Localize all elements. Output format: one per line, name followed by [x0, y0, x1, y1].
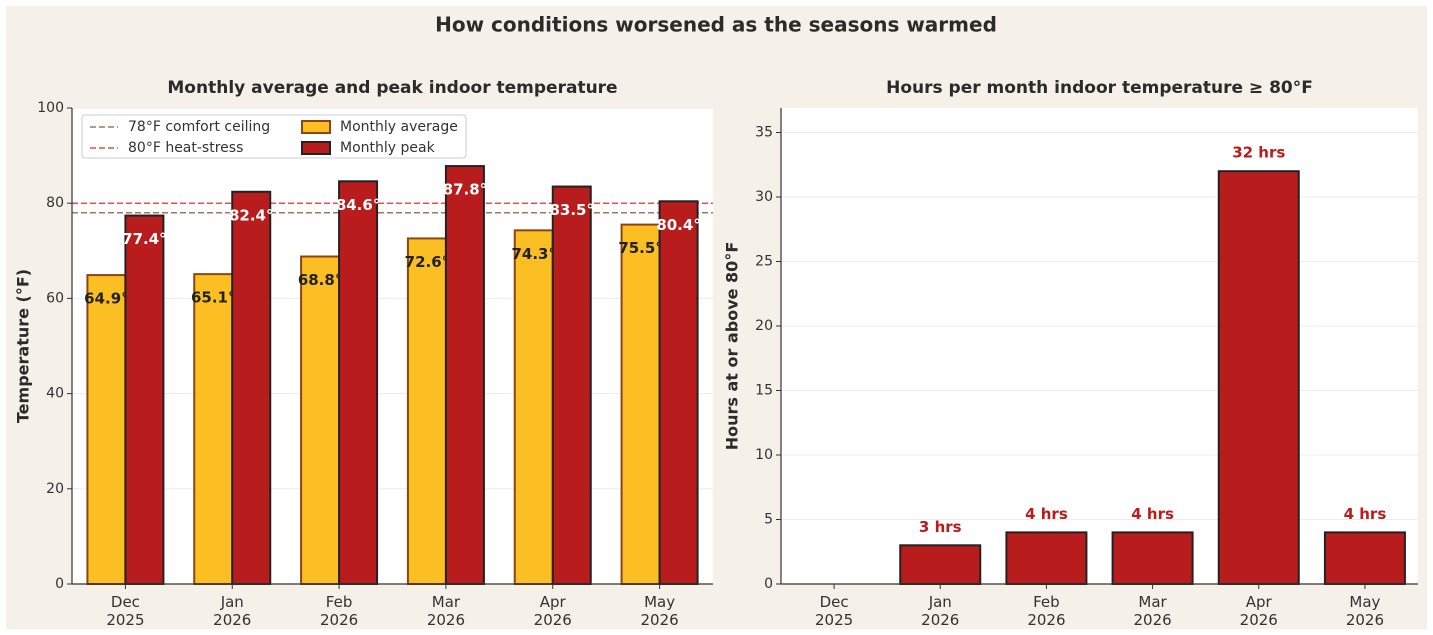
bar	[620, 223, 661, 585]
y-tick-label: 30	[755, 189, 773, 205]
value-label: 84.6°	[336, 196, 381, 214]
bar	[193, 273, 234, 585]
legend-box	[81, 114, 467, 159]
x-tick-label: Feb 2026	[320, 593, 358, 629]
y-tick-label: 60	[46, 290, 64, 306]
bar	[551, 185, 592, 585]
figure-title: How conditions worsened as the seasons w…	[435, 13, 997, 37]
legend-label: Monthly peak	[340, 140, 436, 156]
plot-background	[72, 108, 713, 584]
y-axis-label: Hours at or above 80°F	[723, 242, 742, 451]
y-tick-label: 15	[755, 383, 773, 399]
legend-label: 78°F comfort ceiling	[128, 119, 270, 135]
x-tick-label: Feb 2026	[1027, 593, 1065, 629]
y-tick-label: 25	[755, 254, 773, 270]
value-label: 87.8°	[443, 181, 488, 199]
value-label: 32 hrs	[1232, 144, 1285, 162]
value-label: 83.5°	[549, 201, 594, 219]
x-tick-label: Mar 2026	[1133, 593, 1171, 629]
value-label: 75.5°	[618, 239, 663, 257]
x-tick-label: Dec 2025	[815, 593, 853, 629]
value-label: 4 hrs	[1131, 505, 1174, 523]
legend-label: 80°F heat-stress	[128, 140, 243, 156]
value-label: 3 hrs	[919, 518, 962, 536]
x-tick-label: May 2026	[640, 593, 678, 629]
value-label: 65.1°	[191, 289, 236, 307]
y-tick-label: 0	[55, 576, 64, 592]
bar	[338, 180, 379, 586]
value-label: 68.8°	[298, 271, 343, 289]
x-tick-label: Jan 2026	[921, 593, 959, 629]
bar	[1111, 531, 1194, 585]
y-tick-label: 10	[755, 447, 773, 463]
plot-background	[781, 108, 1418, 584]
bar	[444, 165, 485, 586]
value-label: 80.4°	[656, 216, 701, 234]
legend-label: Monthly average	[340, 119, 458, 135]
value-label: 64.9°	[84, 290, 129, 308]
y-tick-label: 5	[764, 512, 773, 528]
y-tick-label: 0	[764, 576, 773, 592]
value-label: 77.4°	[122, 230, 167, 248]
chart-title: Monthly average and peak indoor temperat…	[167, 78, 617, 98]
y-tick-label: 100	[37, 100, 64, 116]
y-tick-label: 20	[46, 481, 64, 497]
bar	[124, 214, 165, 586]
value-label: 82.4°	[229, 206, 274, 224]
y-axis-label: Temperature (°F)	[14, 269, 33, 423]
x-tick-label: Apr 2026	[1240, 593, 1278, 629]
x-tick-label: Mar 2026	[427, 593, 465, 629]
value-label: 4 hrs	[1025, 505, 1068, 523]
legend-swatch	[301, 141, 331, 155]
x-tick-label: Jan 2026	[213, 593, 251, 629]
x-tick-label: May 2026	[1346, 593, 1384, 629]
value-label: 72.6°	[405, 253, 450, 271]
bar	[1323, 531, 1406, 585]
y-tick-label: 35	[755, 125, 773, 141]
bar	[658, 200, 699, 586]
x-tick-label: Dec 2025	[106, 593, 144, 629]
chart-title: Hours per month indoor temperature ≥ 80°…	[886, 78, 1313, 98]
y-tick-label: 80	[46, 195, 64, 211]
bar	[513, 229, 554, 585]
value-label: 4 hrs	[1344, 505, 1387, 523]
bar	[1005, 531, 1088, 585]
x-tick-label: Apr 2026	[534, 593, 572, 629]
y-tick-label: 20	[755, 318, 773, 334]
bar	[406, 237, 447, 585]
bar	[231, 190, 272, 585]
legend-swatch	[301, 120, 331, 134]
value-label: 74.3°	[511, 245, 556, 263]
bar	[300, 255, 341, 585]
y-tick-label: 40	[46, 386, 64, 402]
bar	[1217, 170, 1300, 585]
bar	[899, 544, 982, 586]
bar	[86, 274, 127, 585]
